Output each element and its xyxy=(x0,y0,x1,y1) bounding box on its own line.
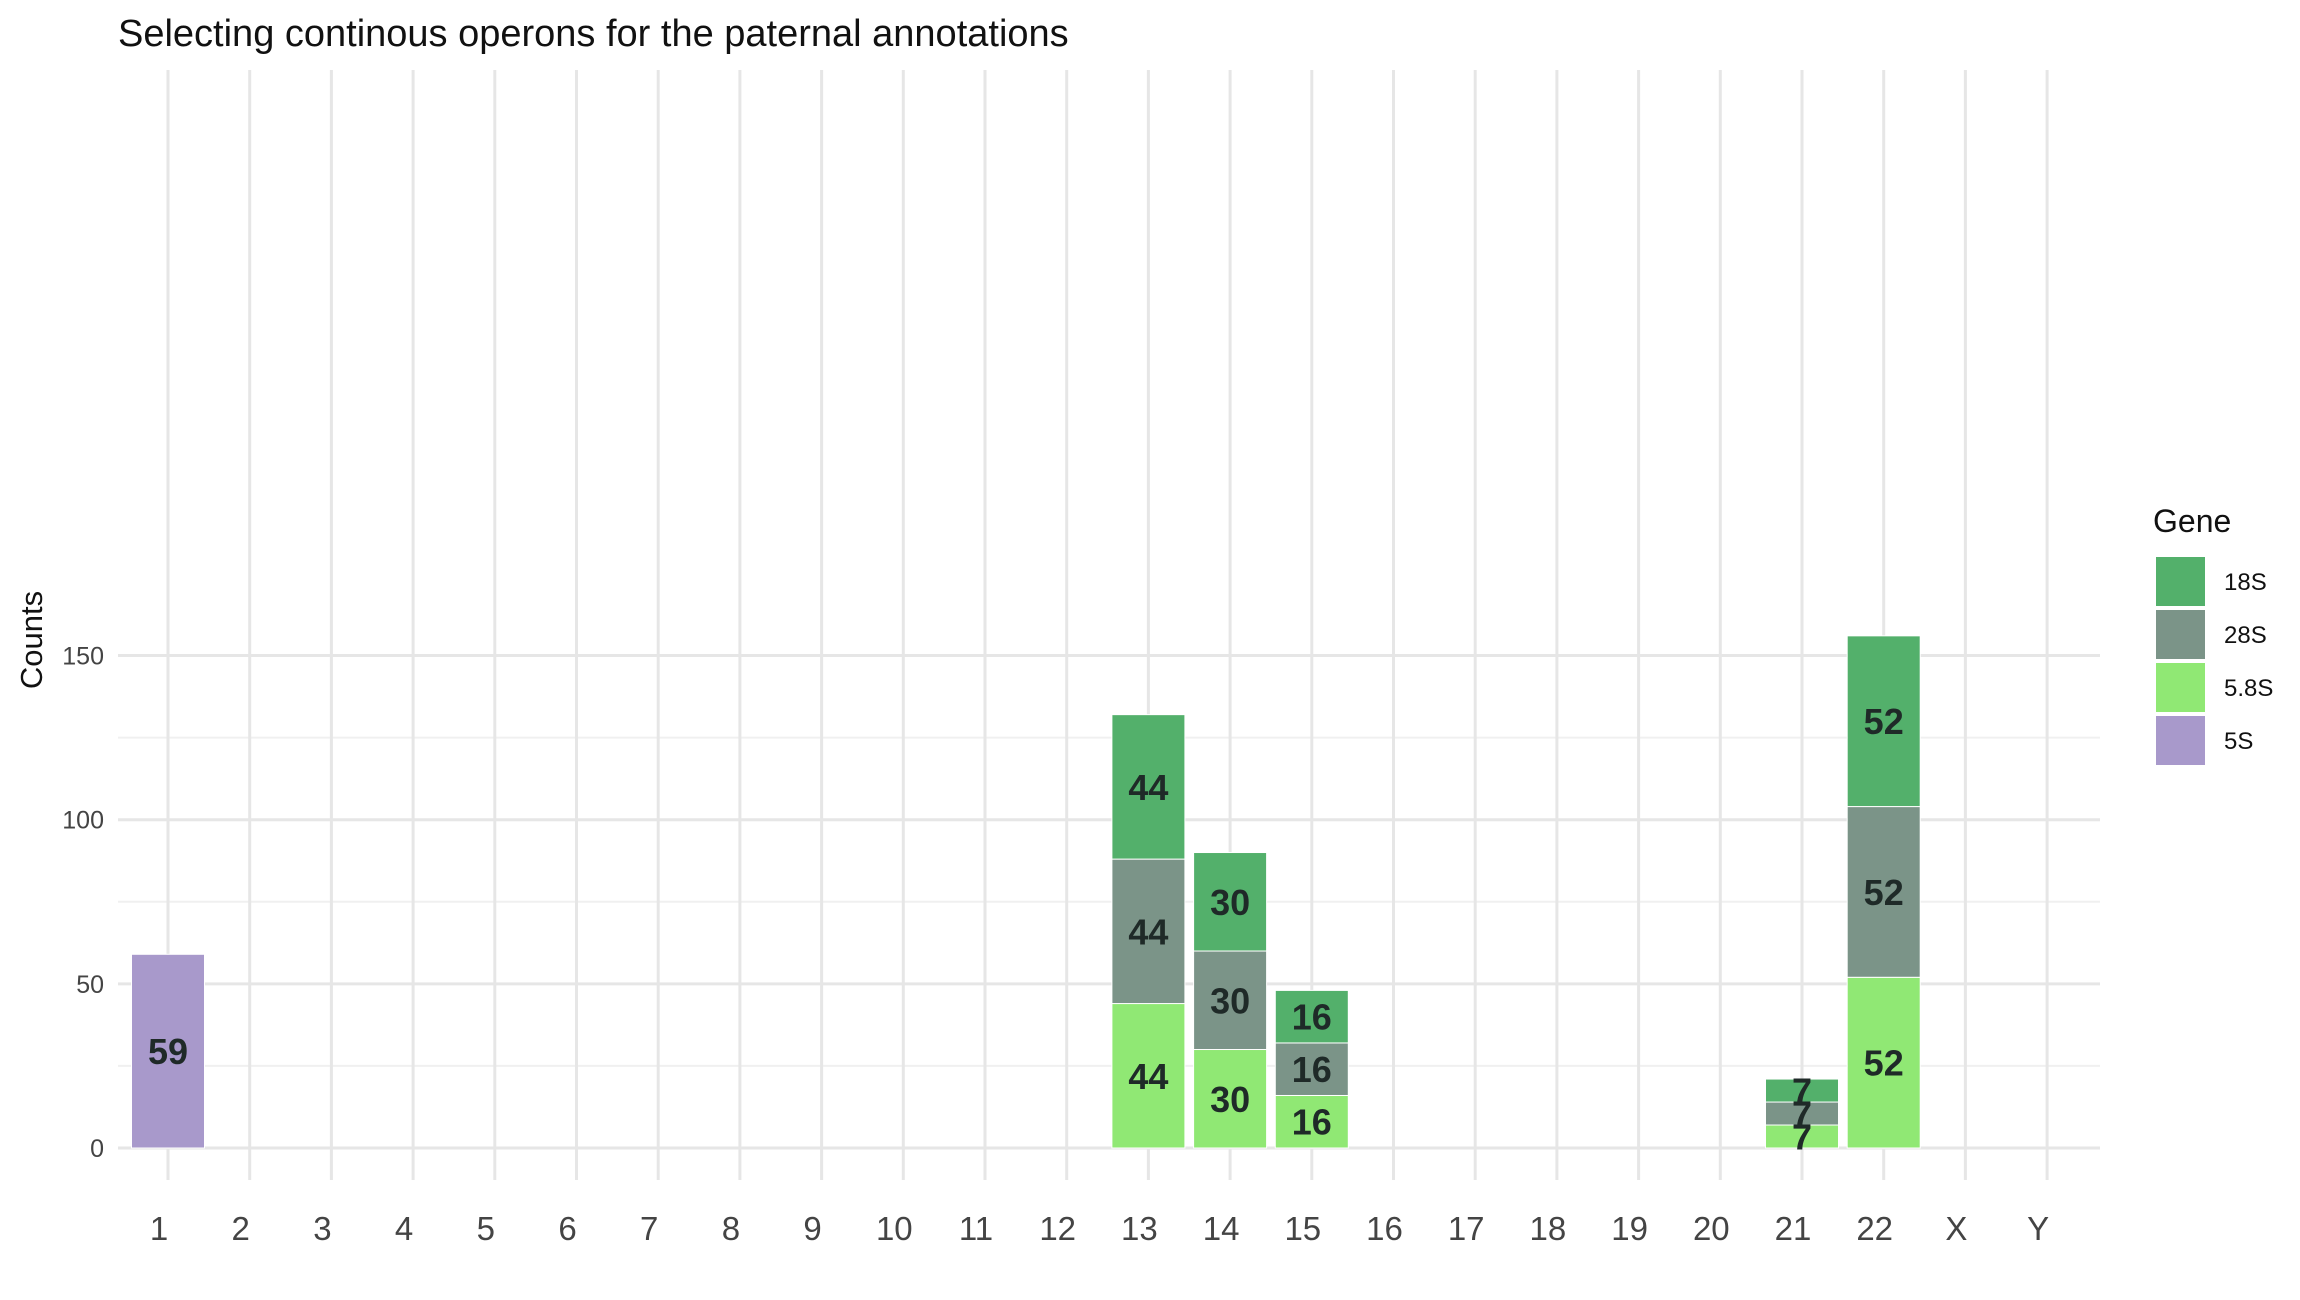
bar-value-label: 7 xyxy=(1792,1094,1812,1135)
bar-segment xyxy=(1274,1042,1349,1096)
bar-segment xyxy=(1193,950,1268,1051)
x-tick-label: 15 xyxy=(1284,1210,1321,1247)
bar-value-label: 44 xyxy=(1128,911,1168,952)
bar-segment xyxy=(1846,635,1921,808)
x-tick-label: 2 xyxy=(232,1210,250,1247)
bar-value-label: 7 xyxy=(1792,1117,1812,1158)
bar-segment xyxy=(1274,1094,1349,1149)
y-tick-label: 50 xyxy=(76,971,104,999)
bar-segment xyxy=(1111,858,1186,1005)
bar-value-label: 52 xyxy=(1864,701,1904,742)
x-tick-label: 16 xyxy=(1366,1210,1403,1247)
bars xyxy=(131,635,1921,1149)
x-tick-label: 12 xyxy=(1039,1210,1076,1247)
x-tick-label: 18 xyxy=(1530,1210,1567,1247)
y-axis-ticks: 0 50 100 150 xyxy=(62,643,104,1163)
x-tick-label: 14 xyxy=(1203,1210,1240,1247)
x-tick-label: 17 xyxy=(1448,1210,1485,1247)
x-tick-label: 20 xyxy=(1693,1210,1730,1247)
x-tick-label: 11 xyxy=(959,1210,993,1247)
x-tick-label: 4 xyxy=(395,1210,413,1247)
bar-value-label: 44 xyxy=(1128,1056,1168,1097)
bar-segment xyxy=(1846,976,1921,1149)
bar-segment xyxy=(1193,1049,1268,1149)
bar-segment xyxy=(1846,806,1921,978)
bar-segment xyxy=(1111,1003,1186,1149)
x-tick-label: 6 xyxy=(558,1210,576,1247)
bar-value-label: 16 xyxy=(1292,1049,1332,1090)
x-tick-label: 19 xyxy=(1611,1210,1648,1247)
x-axis-ticks: 1 2 3 4 5 6 7 8 9 10 11 12 13 14 15 16 17 18 19 20 21 22 X Y xyxy=(150,1210,2049,1247)
bar-value-label: 44 xyxy=(1128,767,1168,808)
legend-key xyxy=(2156,716,2205,765)
bar-segment xyxy=(1274,989,1349,1044)
grid xyxy=(118,70,2100,1180)
x-tick-label: 9 xyxy=(803,1210,821,1247)
y-tick-label: 100 xyxy=(62,807,104,835)
x-tick-label: 5 xyxy=(477,1210,495,1247)
bar-segment xyxy=(131,953,205,1149)
bar-value-label: 7 xyxy=(1792,1071,1812,1112)
bar-value-label: 52 xyxy=(1864,872,1904,913)
legend-label: 5S xyxy=(2224,728,2253,755)
x-tick-label: 13 xyxy=(1121,1210,1158,1247)
x-tick-label: 21 xyxy=(1775,1210,1812,1247)
x-tick-label: Y xyxy=(2027,1210,2049,1247)
bar-segment xyxy=(1765,1078,1839,1103)
legend: Gene 18S 28S 5.8S 5S xyxy=(2153,503,2273,765)
x-tick-label: 22 xyxy=(1856,1210,1893,1247)
legend-key xyxy=(2156,557,2205,606)
bar-value-label: 30 xyxy=(1210,1079,1250,1120)
x-tick-label: 10 xyxy=(876,1210,913,1247)
x-tick-label: 7 xyxy=(640,1210,658,1247)
x-tick-label: 8 xyxy=(722,1210,740,1247)
bar-value-label: 16 xyxy=(1292,997,1332,1038)
legend-label: 18S xyxy=(2224,569,2267,596)
legend-label: 28S xyxy=(2224,622,2267,649)
bar-value-label: 30 xyxy=(1210,882,1250,923)
x-tick-label: X xyxy=(1945,1210,1967,1247)
bar-value-label: 59 xyxy=(148,1031,188,1072)
bar-segment xyxy=(1111,714,1186,860)
chart-title: Selecting continous operons for the pate… xyxy=(118,13,1069,55)
x-tick-label: 3 xyxy=(313,1210,331,1247)
bar-value-label: 30 xyxy=(1210,980,1250,1021)
bar-segment xyxy=(1193,852,1268,952)
bar-value-label: 52 xyxy=(1864,1043,1904,1084)
y-tick-label: 0 xyxy=(90,1135,104,1163)
y-axis-label: Counts xyxy=(14,591,49,689)
legend-key xyxy=(2156,663,2205,712)
legend-label: 5.8S xyxy=(2224,675,2273,702)
y-tick-label: 150 xyxy=(62,643,104,671)
legend-title: Gene xyxy=(2153,503,2231,539)
legend-key xyxy=(2156,610,2205,659)
x-tick-label: 1 xyxy=(150,1210,168,1247)
bar-value-label: 16 xyxy=(1292,1102,1332,1143)
